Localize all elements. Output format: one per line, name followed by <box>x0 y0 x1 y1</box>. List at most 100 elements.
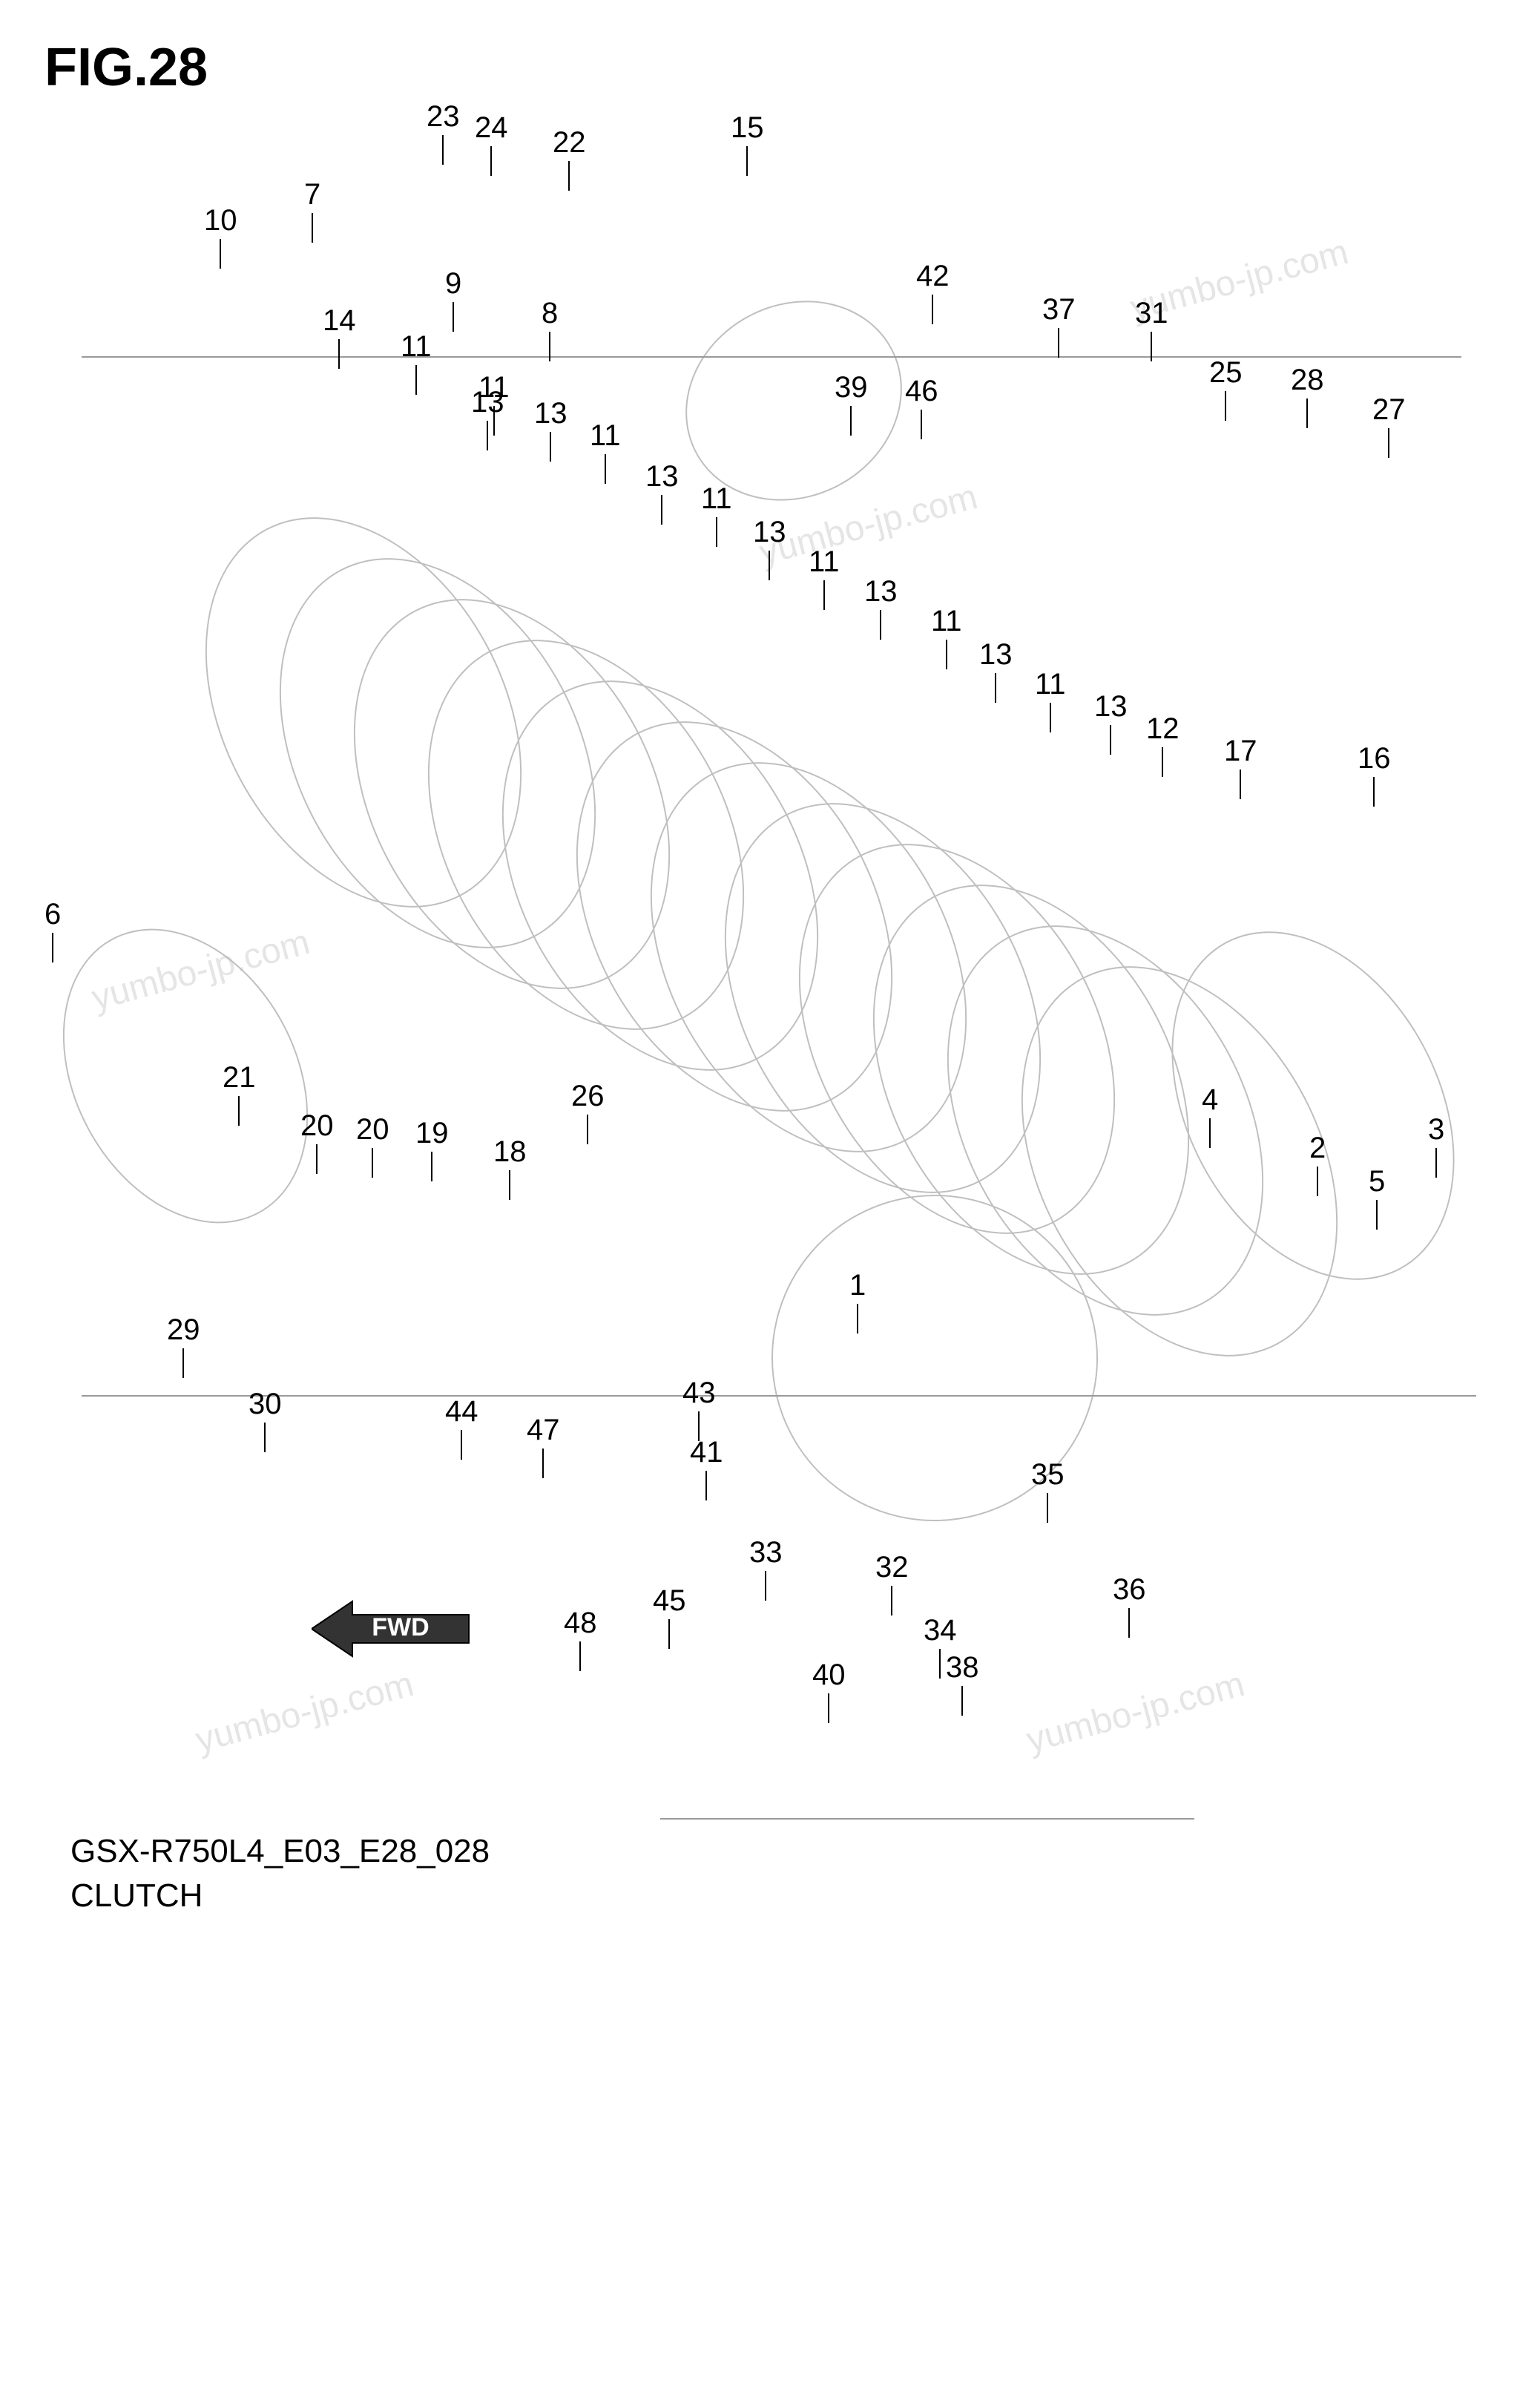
callout-number: 1 <box>849 1269 866 1302</box>
callout-46: 46 <box>905 375 938 439</box>
callout-number: 44 <box>445 1395 478 1428</box>
callout-5: 5 <box>1369 1165 1385 1230</box>
callout-leader <box>264 1423 266 1452</box>
clutch-hub <box>14 886 357 1266</box>
callout-leader <box>453 302 454 332</box>
callout-number: 13 <box>864 575 898 608</box>
callout-leader <box>338 339 340 369</box>
callout-number: 11 <box>931 605 962 638</box>
callout-leader <box>946 640 947 669</box>
callout-24: 24 <box>475 111 508 176</box>
callout-leader <box>891 1586 892 1615</box>
callout-17: 17 <box>1224 735 1257 799</box>
callout-11: 11 <box>590 419 621 484</box>
callout-8: 8 <box>542 297 558 361</box>
callout-number: 9 <box>445 267 461 301</box>
callout-leader <box>823 580 825 610</box>
callout-number: 14 <box>323 304 356 338</box>
callout-leader <box>880 610 881 640</box>
callout-14: 14 <box>323 304 356 369</box>
pressure-plate <box>651 263 938 538</box>
callout-leader <box>1209 1118 1211 1148</box>
callout-19: 19 <box>415 1117 449 1181</box>
callout-6: 6 <box>45 898 61 962</box>
figure-title: FIG.28 <box>45 37 208 98</box>
callout-number: 27 <box>1372 393 1406 427</box>
callout-leader <box>1435 1148 1437 1178</box>
callout-number: 47 <box>527 1414 560 1447</box>
callout-number: 11 <box>401 330 432 364</box>
callout-number: 32 <box>875 1551 909 1584</box>
section-name: CLUTCH <box>70 1877 203 1915</box>
callout-number: 13 <box>979 638 1013 672</box>
callout-45: 45 <box>653 1584 686 1649</box>
callout-number: 29 <box>167 1313 200 1347</box>
callout-number: 13 <box>1094 690 1128 724</box>
callout-4: 4 <box>1202 1083 1218 1148</box>
callout-leader <box>579 1641 581 1671</box>
callout-7: 7 <box>304 178 320 243</box>
callout-leader <box>1225 391 1226 421</box>
callout-leader <box>1058 328 1059 358</box>
callout-11: 11 <box>809 545 840 610</box>
callout-37: 37 <box>1042 293 1076 358</box>
callout-leader <box>921 410 922 439</box>
callout-31: 31 <box>1135 297 1168 361</box>
callout-leader <box>220 239 221 269</box>
callout-number: 17 <box>1224 735 1257 768</box>
callout-leader <box>698 1411 700 1441</box>
group-bracket-mid <box>82 1395 1476 1397</box>
callout-leader <box>442 135 444 165</box>
callout-number: 13 <box>534 397 567 430</box>
callout-23: 23 <box>427 100 460 165</box>
callout-number: 13 <box>645 460 679 493</box>
callout-number: 11 <box>590 419 621 453</box>
callout-number: 28 <box>1291 364 1324 397</box>
callout-32: 32 <box>875 1551 909 1615</box>
callout-number: 33 <box>749 1536 783 1569</box>
callout-leader <box>961 1686 963 1716</box>
callout-number: 13 <box>471 386 504 419</box>
page: yumbo-jp.com yumbo-jp.com yumbo-jp.com y… <box>0 0 1520 2408</box>
callout-number: 3 <box>1428 1113 1444 1146</box>
callout-number: 40 <box>812 1659 846 1692</box>
callout-leader <box>1240 770 1241 799</box>
callout-leader <box>587 1115 588 1144</box>
callout-number: 23 <box>427 100 460 134</box>
callout-number: 15 <box>731 111 764 145</box>
callout-number: 11 <box>701 482 732 516</box>
callout-number: 30 <box>249 1388 282 1421</box>
callout-number: 11 <box>809 545 840 579</box>
callout-13: 13 <box>753 516 786 580</box>
callout-number: 39 <box>835 371 868 404</box>
callout-10: 10 <box>204 204 237 269</box>
callout-leader <box>1306 398 1308 428</box>
callout-leader <box>939 1649 941 1679</box>
callout-leader <box>605 454 606 484</box>
callout-leader <box>487 421 488 450</box>
callout-leader <box>828 1693 829 1723</box>
callout-3: 3 <box>1428 1113 1444 1178</box>
callout-number: 2 <box>1309 1132 1326 1165</box>
callout-number: 10 <box>204 204 237 237</box>
callout-16: 16 <box>1358 742 1391 807</box>
callout-40: 40 <box>812 1659 846 1723</box>
callout-43: 43 <box>682 1377 716 1441</box>
callout-number: 25 <box>1209 356 1243 390</box>
callout-number: 48 <box>564 1607 597 1640</box>
callout-number: 20 <box>300 1109 334 1143</box>
group-bracket-bottom <box>660 1818 1194 1820</box>
callout-leader <box>509 1170 510 1200</box>
callout-47: 47 <box>527 1414 560 1478</box>
callout-leader <box>857 1304 858 1333</box>
callout-number: 26 <box>571 1080 605 1113</box>
callout-2: 2 <box>1309 1132 1326 1196</box>
callout-leader <box>1128 1608 1130 1638</box>
callout-leader <box>746 146 748 176</box>
callout-13: 13 <box>534 397 567 462</box>
callout-13: 13 <box>1094 690 1128 755</box>
callout-36: 36 <box>1113 1573 1146 1638</box>
callout-leader <box>769 551 770 580</box>
callout-leader <box>705 1471 707 1500</box>
callout-number: 31 <box>1135 297 1168 330</box>
